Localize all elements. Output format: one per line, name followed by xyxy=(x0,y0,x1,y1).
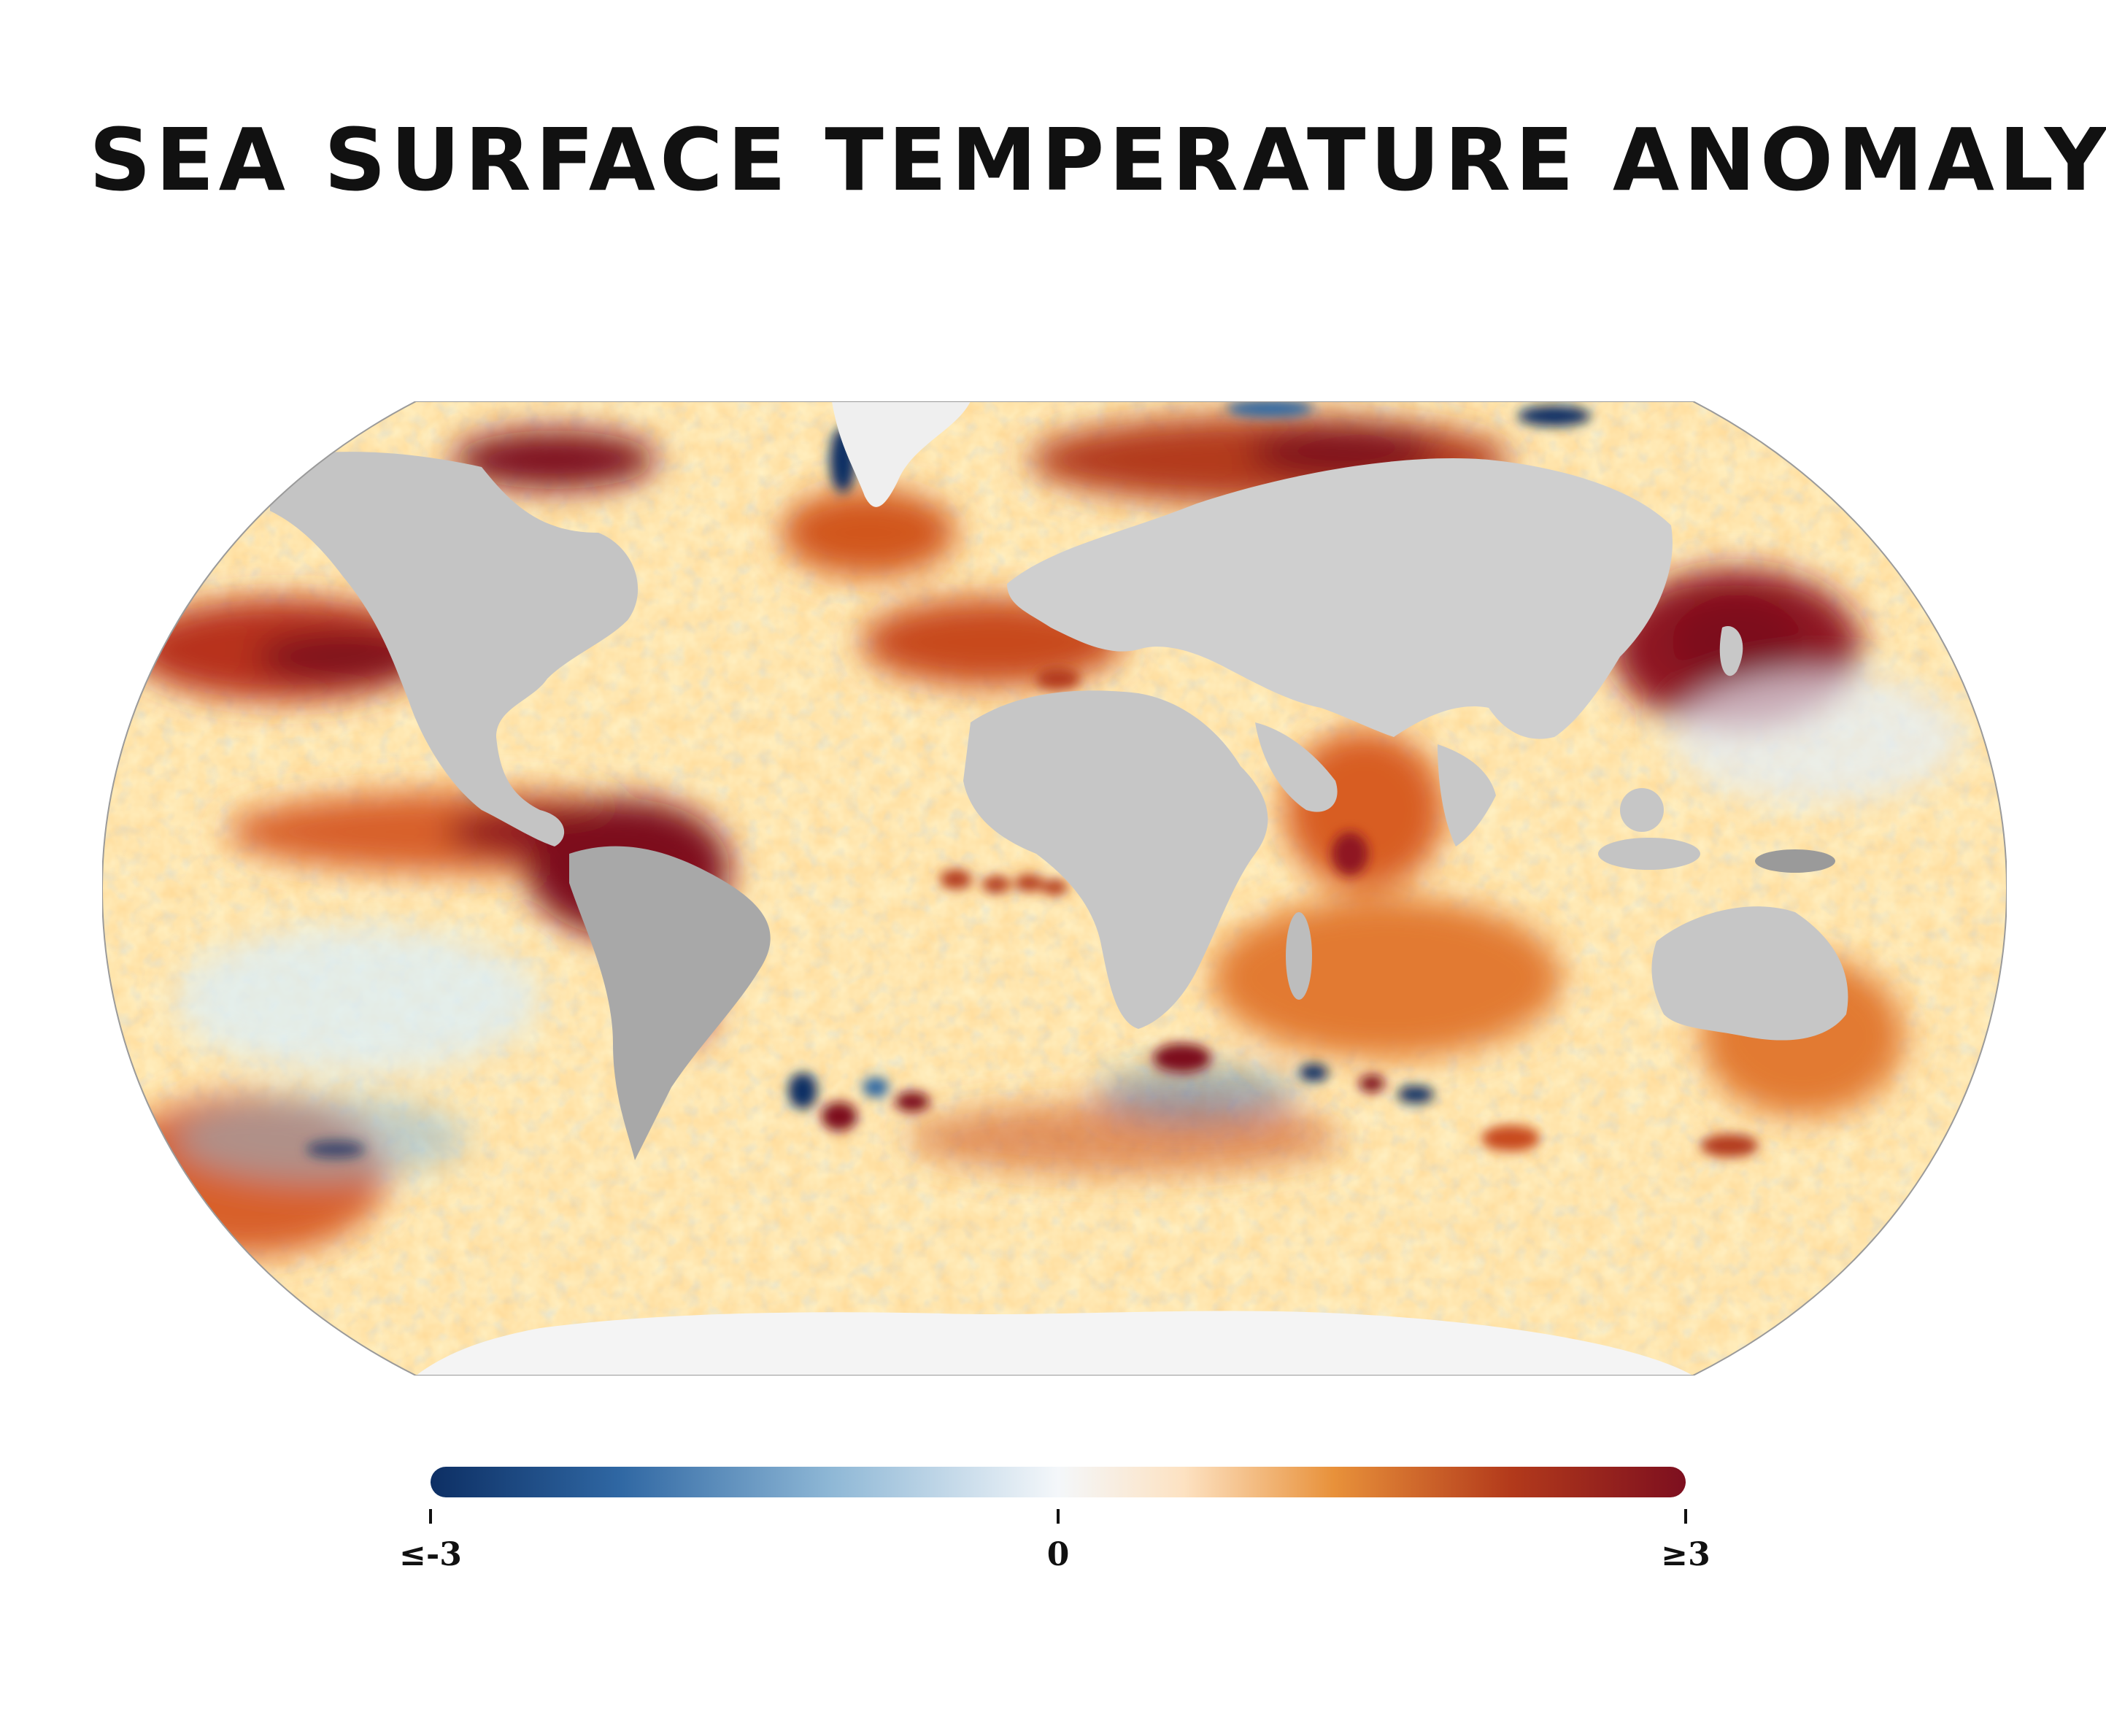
madagascar xyxy=(1286,912,1312,1000)
legend-label-min: ≤-3 xyxy=(399,1536,462,1573)
color-legend: ≤-3 0 ≥3 xyxy=(399,1459,1710,1576)
south-america xyxy=(569,846,771,1160)
arabia xyxy=(1255,722,1338,812)
greenland xyxy=(832,401,971,507)
eurasia xyxy=(1007,458,1673,739)
legend-label-mid: 0 xyxy=(1047,1536,1070,1573)
india xyxy=(1438,744,1496,846)
legend-bar xyxy=(431,1467,1686,1497)
africa xyxy=(963,690,1268,1029)
japan xyxy=(1719,626,1743,676)
indonesia xyxy=(1598,838,1700,870)
new-guinea xyxy=(1755,849,1835,873)
borneo xyxy=(1620,788,1664,832)
australia xyxy=(1651,906,1848,1041)
map-outline xyxy=(102,401,2007,1376)
world-map xyxy=(102,401,2007,1376)
north-america xyxy=(270,452,639,846)
page-title: SEA SURFACE TEMPERATURE ANOMALY xyxy=(89,109,2106,210)
antarctica xyxy=(416,1311,1693,1376)
legend-label-max: ≥3 xyxy=(1661,1536,1710,1573)
